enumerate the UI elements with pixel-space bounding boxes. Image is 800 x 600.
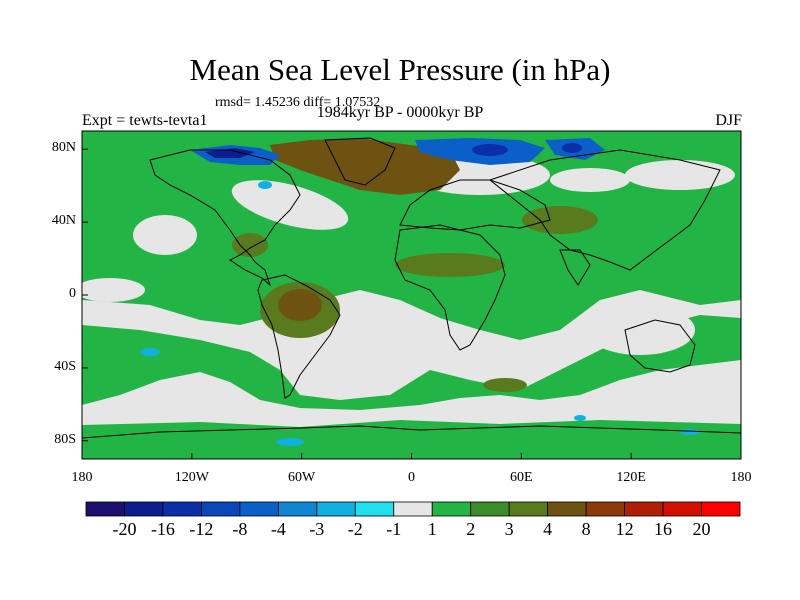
colorbar-label: -16 — [150, 519, 175, 539]
colorbar-label: -8 — [232, 519, 248, 539]
coast-asia — [488, 149, 721, 271]
lat-label-80s: 80S — [54, 431, 76, 447]
map-title: Mean Sea Level Pressure (in hPa) — [189, 52, 611, 87]
stats-text: rmsd= 1.45236 diff= 1.07532 — [215, 95, 381, 110]
field-gray-indian — [585, 305, 695, 355]
colorbar-swatch — [431, 501, 472, 517]
colorbar-swatch — [508, 501, 549, 517]
colorbar-swatch — [585, 501, 625, 517]
experiment-label: Expt = tewts-tevta1 — [82, 112, 208, 129]
colorbar-swatch — [624, 501, 664, 517]
lon-label-180e: 180 — [730, 470, 752, 485]
colorbar-label: 12 — [615, 519, 634, 539]
colorbar-swatch — [701, 501, 741, 517]
colorbar-swatch — [162, 501, 202, 517]
colorbar-swatch — [201, 501, 241, 517]
field-olive-asia — [522, 206, 598, 234]
map-subtitle: 1984kyr BP - 0000kyr BP — [316, 104, 484, 121]
coast-greenland — [324, 137, 396, 186]
coast-africa — [394, 224, 506, 351]
axis-ticks — [81, 148, 742, 459]
field-cyan-3 — [680, 429, 700, 435]
field-gray-atlantic — [133, 215, 197, 255]
lon-label-60w: 60W — [288, 470, 316, 485]
field-gray-eurasia — [550, 168, 630, 192]
colorbar-label: 20 — [692, 519, 711, 539]
field-darkblue-barents — [472, 144, 508, 156]
field-darkblue-kara — [562, 143, 582, 153]
field-olive-sahara — [395, 253, 505, 277]
lon-label-120w: 120W — [174, 470, 209, 485]
lon-label-120e: 120E — [616, 470, 646, 485]
field-olive-mexico — [232, 233, 268, 257]
field-cyan-4 — [574, 415, 586, 421]
lon-label-180w: 180 — [71, 470, 93, 485]
field-green-south — [82, 315, 741, 410]
colorbar-label: 3 — [504, 519, 514, 539]
colorbar-label: 4 — [543, 519, 553, 539]
coast-europe — [399, 179, 551, 231]
colorbar-swatch — [316, 501, 356, 517]
coast-north-america — [149, 149, 301, 287]
colorbar-swatch — [662, 501, 702, 517]
coast-india — [559, 249, 591, 286]
lat-label-40s: 40S — [54, 358, 76, 374]
lon-label-0: 0 — [408, 470, 415, 485]
colorbar-label: -3 — [309, 519, 325, 539]
colorbar-label: -12 — [189, 519, 214, 539]
colorbar-swatch — [124, 501, 164, 517]
colorbar-swatch — [85, 501, 125, 517]
colorbar-label: -1 — [386, 519, 402, 539]
colorbar-label: -20 — [112, 519, 137, 539]
field-cyan-5 — [258, 181, 272, 189]
colorbar-swatch — [470, 501, 510, 517]
coastlines — [82, 137, 741, 439]
field-gray-npac — [231, 180, 349, 230]
colorbar-label: 2 — [466, 519, 476, 539]
field-brown-greenland — [270, 138, 460, 195]
field-olive-south-atl — [483, 378, 527, 392]
map-fields — [82, 131, 741, 459]
field-gray-eq-pac — [82, 278, 145, 302]
field-brown-amazon — [278, 289, 322, 321]
colorbar-swatch — [393, 501, 433, 517]
field-gray-nwpac — [625, 160, 735, 190]
coast-australia — [624, 319, 696, 373]
lat-label-40n: 40N — [51, 213, 76, 229]
season-label: DJF — [715, 112, 742, 129]
lat-label-eq: 0 — [69, 286, 76, 301]
colorbar-label: -4 — [270, 519, 286, 539]
lon-label-60e: 60E — [510, 470, 533, 485]
coast-south-america — [257, 274, 341, 399]
coast-antarctica — [82, 425, 741, 439]
colorbar-label: -2 — [347, 519, 363, 539]
colorbar-swatch — [547, 501, 587, 517]
colorbar-swatch — [354, 501, 395, 517]
colorbar-label: 16 — [654, 519, 673, 539]
colorbar-swatch — [277, 501, 318, 517]
field-cyan-1 — [140, 348, 160, 356]
colorbar — [85, 501, 741, 517]
colorbar-label: 8 — [581, 519, 591, 539]
colorbar-swatch — [239, 501, 279, 517]
lat-label-80n: 80N — [51, 140, 76, 156]
colorbar-label: 1 — [427, 519, 437, 539]
field-cyan-2 — [276, 438, 304, 446]
